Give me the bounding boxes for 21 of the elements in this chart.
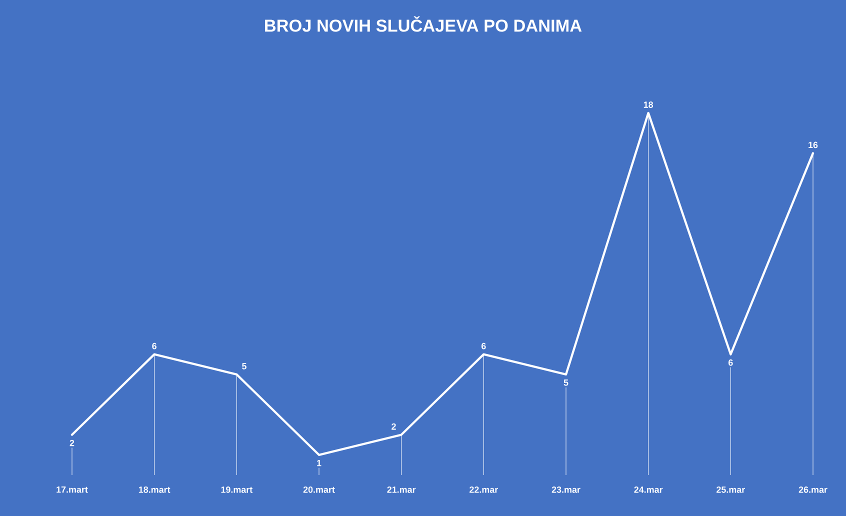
x-tick-label: 19.mart bbox=[221, 486, 252, 493]
data-label: 5 bbox=[242, 363, 246, 370]
data-label: 6 bbox=[482, 342, 486, 350]
data-label: 6 bbox=[152, 342, 156, 350]
x-tick-label: 21.mar bbox=[387, 486, 416, 493]
x-tick-label: 24.mar bbox=[634, 486, 663, 493]
chart-title: BROJ NOVIH SLUČAJEVA PO DANIMA bbox=[265, 16, 582, 32]
x-tick-label: 23.mar bbox=[552, 486, 580, 493]
x-tick-label: 22.mar bbox=[470, 486, 498, 493]
data-label: 1 bbox=[317, 460, 322, 466]
data-label: 6 bbox=[728, 359, 733, 366]
x-tick-label: 17.mart bbox=[56, 486, 88, 493]
x-tick-label: 26.mar bbox=[798, 486, 828, 493]
x-tick-label: 25.mar bbox=[716, 486, 745, 493]
data-label: 2 bbox=[392, 423, 396, 430]
data-label: 16 bbox=[808, 142, 818, 148]
data-label: 2 bbox=[70, 440, 74, 446]
x-tick-label: 18.mart bbox=[138, 486, 170, 493]
x-tick-label: 20.mart bbox=[303, 486, 335, 493]
data-label: 18 bbox=[644, 102, 654, 108]
data-label: 5 bbox=[564, 380, 568, 386]
